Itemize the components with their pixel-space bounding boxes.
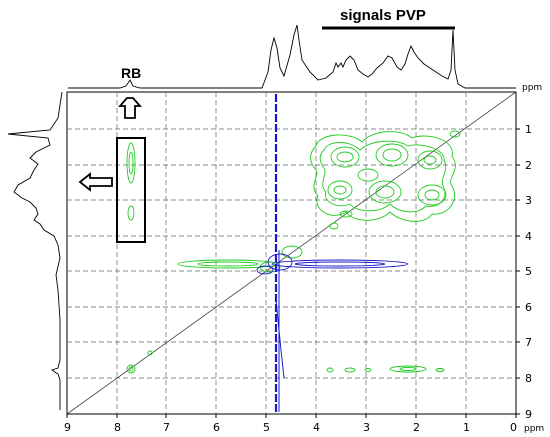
y-tick-label: 3 (525, 194, 532, 207)
y-tick-label: 1 (525, 123, 532, 136)
pvp-label: signals PVP (340, 7, 426, 24)
x-tick-label: 5 (263, 421, 270, 434)
y-tick-label: 2 (525, 159, 532, 172)
grid-lines (67, 92, 516, 414)
pvp-cluster-contours (310, 130, 461, 230)
diagonal-peak-contours (177, 245, 409, 275)
top-projection-spectrum (68, 24, 516, 89)
y-tick-label: 6 (525, 301, 532, 314)
y-tick-label: 4 (525, 230, 532, 243)
left-arrow-icon (78, 172, 113, 192)
plot-frame (66, 91, 517, 415)
y-tick-label: 8 (525, 372, 532, 385)
x-tick-label: 6 (213, 421, 220, 434)
rb-row-peaks (326, 365, 445, 373)
diagonal-line (66, 91, 517, 415)
rb-cross-peaks (126, 142, 153, 374)
x-tick-label: 7 (163, 421, 170, 434)
x-axis-unit: ppm (524, 424, 544, 434)
y-tick-label: 7 (525, 336, 532, 349)
axis-ticks (66, 128, 520, 418)
x-tick-label: 0 (510, 421, 517, 434)
x-tick-label: 1 (463, 421, 470, 434)
x-tick-label: 8 (114, 421, 121, 434)
y-tick-label: 9 (525, 408, 532, 421)
rb-label: RB (121, 65, 141, 81)
x-tick-label: 3 (363, 421, 370, 434)
y-axis-unit: ppm (522, 83, 542, 93)
x-tick-label: 4 (313, 421, 320, 434)
rb-highlight-box (116, 137, 146, 243)
left-projection-spectrum (7, 91, 63, 410)
x-tick-label: 2 (413, 421, 420, 434)
y-tick-label: 5 (525, 265, 532, 278)
x-tick-label: 9 (64, 421, 71, 434)
solvent-line (274, 94, 285, 412)
up-arrow-icon (118, 97, 142, 119)
